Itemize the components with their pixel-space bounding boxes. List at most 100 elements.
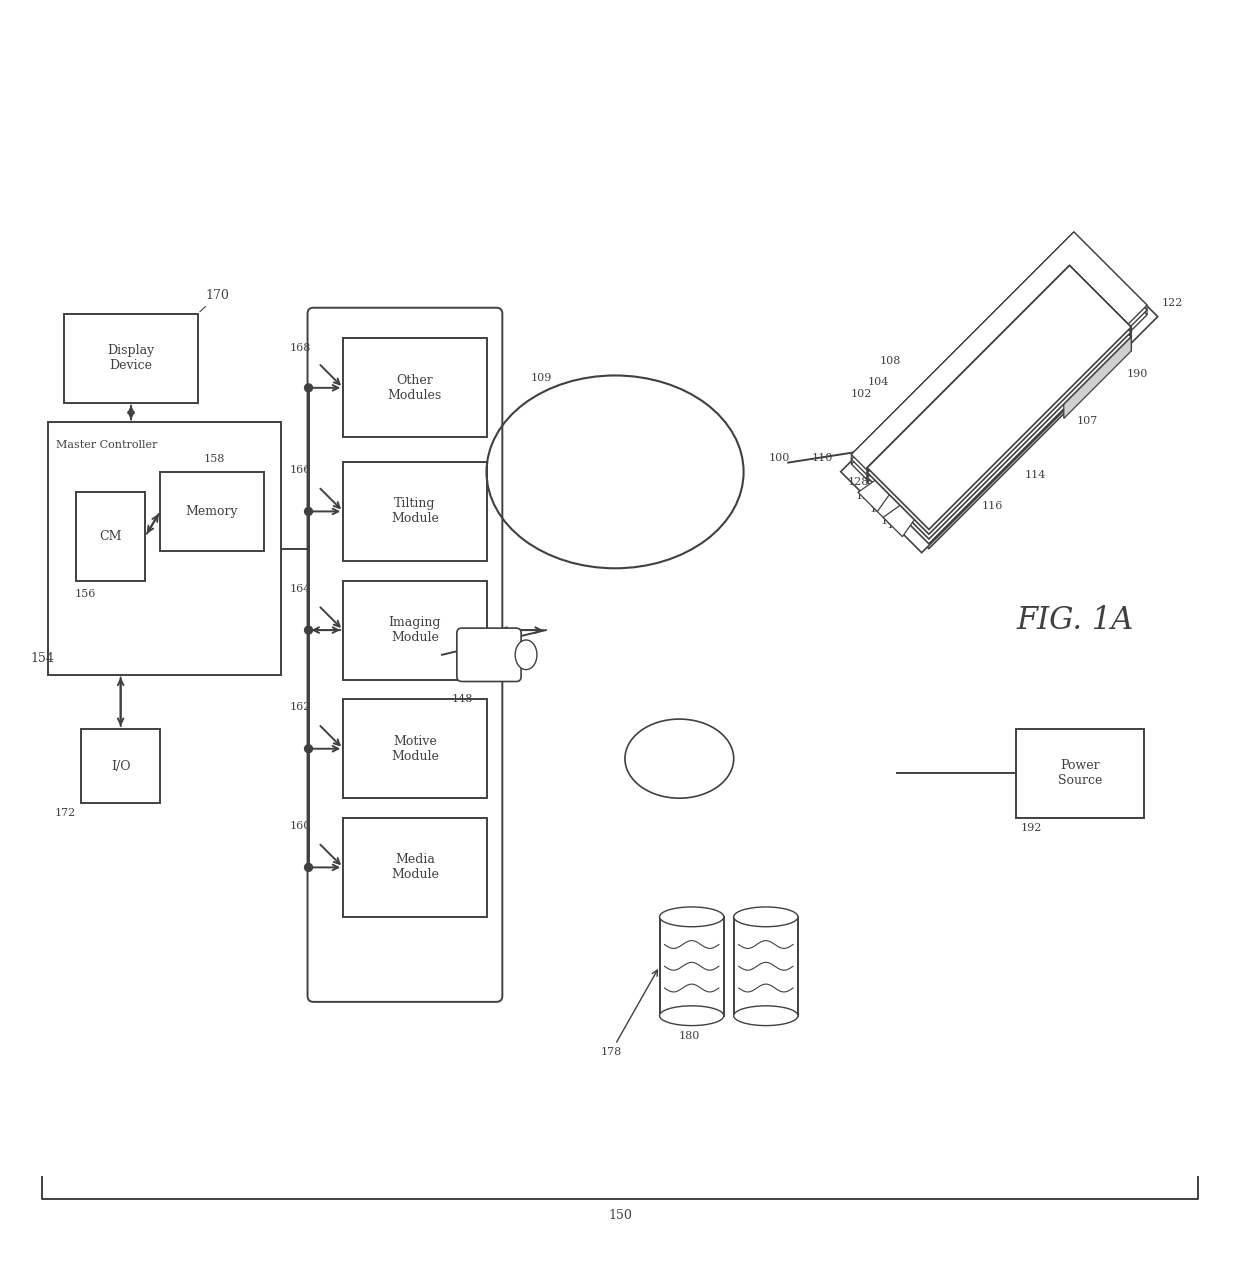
Polygon shape xyxy=(867,275,1131,539)
Polygon shape xyxy=(867,279,1070,487)
Bar xyxy=(343,580,486,680)
Text: 168: 168 xyxy=(290,343,311,353)
Text: 154: 154 xyxy=(31,652,55,664)
Polygon shape xyxy=(1070,275,1131,342)
Ellipse shape xyxy=(660,1006,724,1025)
Text: 180: 180 xyxy=(678,1030,699,1040)
Polygon shape xyxy=(867,275,1070,482)
Text: Other
Modules: Other Modules xyxy=(388,374,441,402)
Polygon shape xyxy=(1003,301,1061,358)
Polygon shape xyxy=(1070,265,1131,332)
Circle shape xyxy=(305,384,312,391)
Polygon shape xyxy=(1074,237,1147,315)
Text: 128: 128 xyxy=(880,516,903,525)
Ellipse shape xyxy=(660,907,724,927)
Polygon shape xyxy=(1074,241,1147,320)
Text: Imaging
Module: Imaging Module xyxy=(388,616,441,644)
Text: Media
Module: Media Module xyxy=(391,853,439,881)
Text: 120: 120 xyxy=(856,491,877,501)
Text: 107: 107 xyxy=(1076,416,1099,426)
Polygon shape xyxy=(883,504,916,537)
Bar xyxy=(343,338,486,437)
Polygon shape xyxy=(1018,315,1047,344)
Polygon shape xyxy=(867,284,1131,548)
Polygon shape xyxy=(1053,349,1081,379)
Text: 148: 148 xyxy=(451,695,474,704)
Text: 132: 132 xyxy=(924,402,945,412)
Text: 124: 124 xyxy=(920,497,941,507)
Text: 134: 134 xyxy=(957,370,978,380)
Text: 192: 192 xyxy=(1021,822,1042,833)
Polygon shape xyxy=(867,279,1131,543)
Text: Motive
Module: Motive Module xyxy=(391,734,439,762)
Ellipse shape xyxy=(734,1006,799,1025)
Polygon shape xyxy=(867,270,1131,534)
Text: I/O: I/O xyxy=(110,760,130,773)
Polygon shape xyxy=(1002,400,1032,430)
Polygon shape xyxy=(867,284,1070,492)
Text: CM: CM xyxy=(99,529,122,543)
Bar xyxy=(343,462,486,561)
Bar xyxy=(660,917,724,1016)
Text: 164: 164 xyxy=(290,584,311,594)
Text: FIG. 1A: FIG. 1A xyxy=(1017,604,1133,636)
Polygon shape xyxy=(916,416,946,445)
Text: Memory: Memory xyxy=(186,505,238,518)
Text: 110: 110 xyxy=(811,453,833,463)
Polygon shape xyxy=(852,241,1147,537)
Text: 162: 162 xyxy=(290,703,311,713)
Bar xyxy=(343,819,486,917)
Text: 106: 106 xyxy=(987,385,1009,395)
Ellipse shape xyxy=(515,640,537,669)
Polygon shape xyxy=(1070,279,1131,347)
Polygon shape xyxy=(852,237,1147,533)
Polygon shape xyxy=(852,232,1147,528)
Text: 172: 172 xyxy=(55,808,76,819)
Circle shape xyxy=(305,626,312,634)
Polygon shape xyxy=(852,237,1074,464)
Text: 114: 114 xyxy=(1025,470,1047,479)
Polygon shape xyxy=(952,351,1011,409)
Polygon shape xyxy=(858,478,892,511)
Polygon shape xyxy=(920,419,978,477)
Text: 116: 116 xyxy=(982,501,1003,511)
Text: 160: 160 xyxy=(290,821,311,831)
Text: 166: 166 xyxy=(290,465,311,474)
Bar xyxy=(734,917,799,1016)
Text: 122: 122 xyxy=(1162,297,1183,307)
Polygon shape xyxy=(1021,317,1079,376)
Polygon shape xyxy=(934,434,963,463)
Polygon shape xyxy=(872,492,905,525)
Polygon shape xyxy=(1074,232,1147,310)
Text: 102: 102 xyxy=(851,389,872,399)
Text: 158: 158 xyxy=(203,454,224,464)
Polygon shape xyxy=(867,265,1131,529)
Polygon shape xyxy=(1070,284,1131,351)
Polygon shape xyxy=(1038,335,1096,394)
Polygon shape xyxy=(987,385,1045,444)
Polygon shape xyxy=(985,382,1014,412)
Polygon shape xyxy=(937,436,996,495)
Text: 104: 104 xyxy=(868,376,889,386)
Polygon shape xyxy=(867,270,1070,477)
Text: 178: 178 xyxy=(600,970,657,1057)
Text: Power
Source: Power Source xyxy=(1058,760,1102,788)
FancyBboxPatch shape xyxy=(308,307,502,1002)
Text: Master Controller: Master Controller xyxy=(56,440,157,450)
Bar xyxy=(1016,729,1145,819)
Circle shape xyxy=(305,507,312,515)
Polygon shape xyxy=(967,366,997,395)
FancyBboxPatch shape xyxy=(456,629,521,682)
Polygon shape xyxy=(1064,328,1131,418)
Text: 156: 156 xyxy=(74,589,95,598)
Polygon shape xyxy=(970,368,1028,427)
Bar xyxy=(76,492,145,580)
Text: 108: 108 xyxy=(879,356,900,366)
Text: 128: 128 xyxy=(847,477,868,487)
Text: Tilting
Module: Tilting Module xyxy=(391,497,439,525)
Bar xyxy=(160,472,264,551)
Text: Display
Device: Display Device xyxy=(108,344,155,372)
Circle shape xyxy=(305,745,312,752)
Text: 130: 130 xyxy=(869,505,890,514)
Polygon shape xyxy=(1035,333,1064,361)
